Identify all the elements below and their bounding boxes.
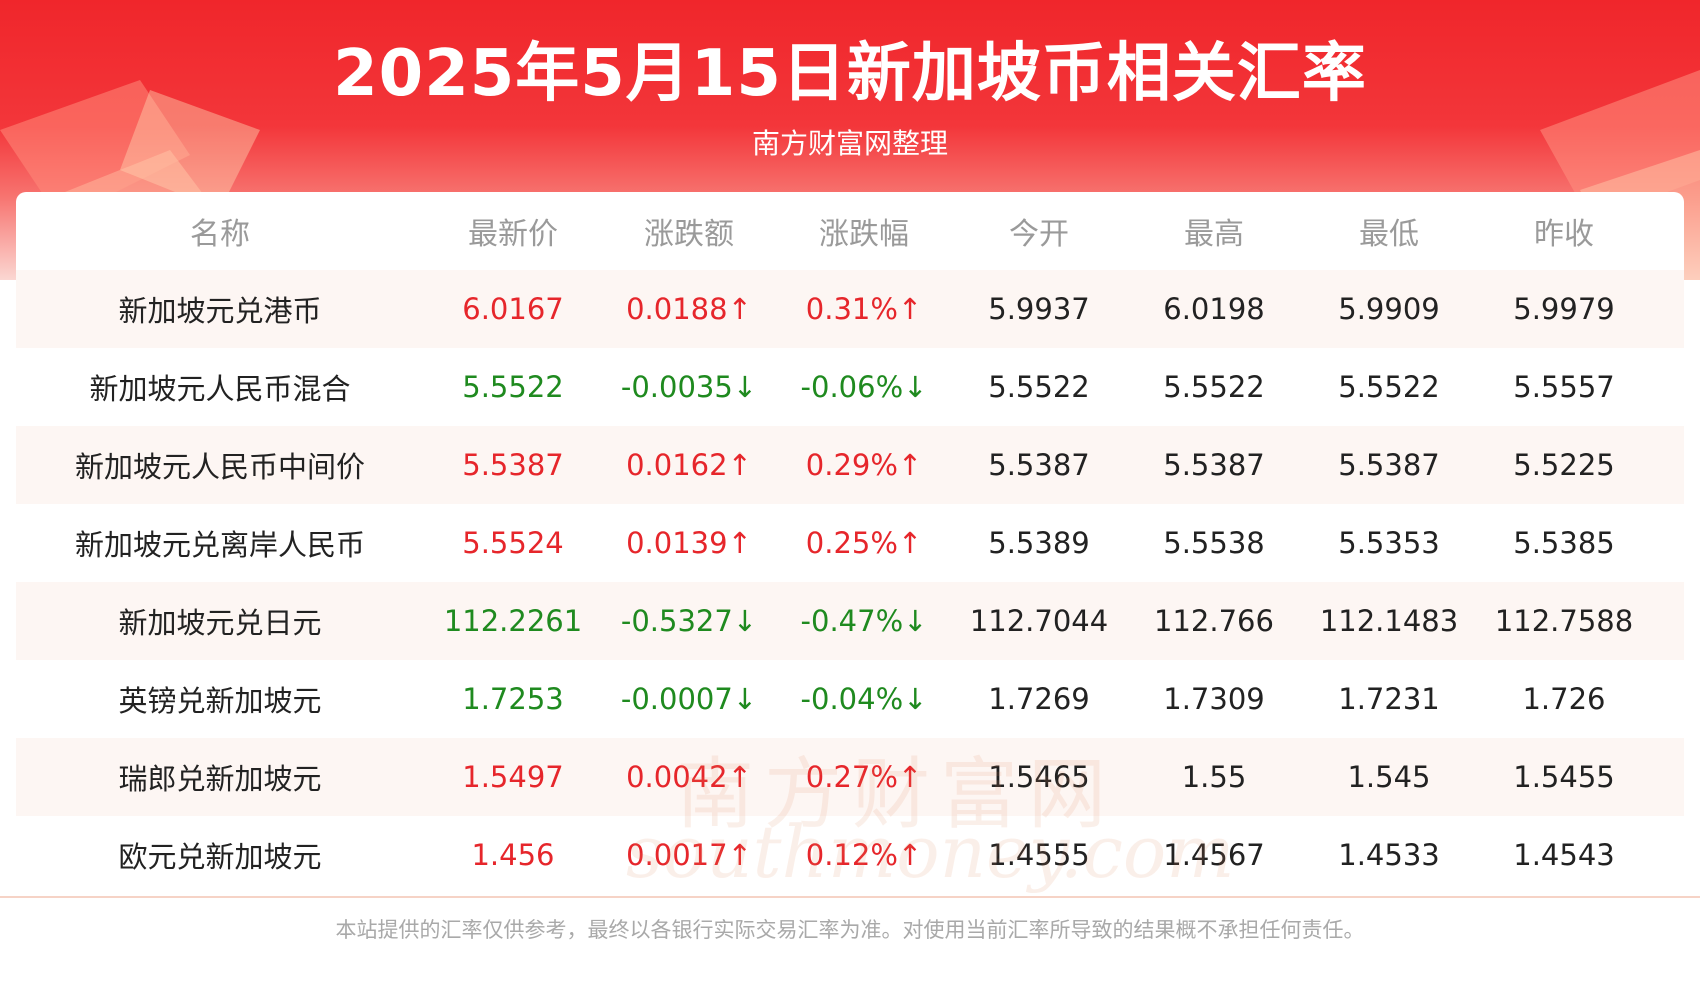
currency-pair-name: 英镑兑新加坡元 bbox=[118, 684, 322, 718]
open-price: 5.5522 bbox=[988, 370, 1090, 404]
column-header-open: 今开 bbox=[1009, 217, 1069, 252]
column-header-high: 最高 bbox=[1184, 217, 1244, 252]
change-amount: 0.0162↑ bbox=[626, 448, 752, 482]
previous-close: 1.5455 bbox=[1513, 760, 1615, 794]
change-percent: 0.12%↑ bbox=[805, 838, 923, 872]
low-price: 1.545 bbox=[1347, 760, 1431, 794]
last-price: 1.5497 bbox=[462, 760, 564, 794]
previous-close: 5.5225 bbox=[1513, 448, 1615, 482]
currency-pair-name: 新加坡元人民币混合 bbox=[89, 372, 351, 406]
open-price: 1.7269 bbox=[988, 682, 1090, 716]
high-price: 5.5522 bbox=[1163, 370, 1265, 404]
change-amount: 0.0188↑ bbox=[626, 292, 752, 326]
change-percent: -0.06%↓ bbox=[800, 370, 928, 404]
table-row: 新加坡元人民币中间价 5.5387 0.0162↑ 0.29%↑ 5.5387 … bbox=[16, 426, 1684, 504]
change-amount: -0.0007↓ bbox=[620, 682, 758, 716]
previous-close: 5.5385 bbox=[1513, 526, 1615, 560]
change-amount: -0.5327↓ bbox=[620, 604, 758, 638]
previous-close: 1.726 bbox=[1522, 682, 1606, 716]
change-percent: -0.04%↓ bbox=[800, 682, 928, 716]
last-price: 5.5387 bbox=[462, 448, 564, 482]
currency-pair-name: 新加坡元兑离岸人民币 bbox=[74, 528, 365, 562]
page-subtitle: 南方财富网整理 bbox=[751, 127, 948, 160]
table-row: 新加坡元人民币混合 5.5522 -0.0035↓ -0.06%↓ 5.5522… bbox=[16, 348, 1684, 426]
column-header-prev: 昨收 bbox=[1534, 217, 1594, 252]
table-row: 英镑兑新加坡元 1.7253 -0.0007↓ -0.04%↓ 1.7269 1… bbox=[16, 660, 1684, 738]
open-price: 5.9937 bbox=[988, 292, 1090, 326]
change-amount: 0.0139↑ bbox=[626, 526, 752, 560]
open-price: 112.7044 bbox=[969, 604, 1109, 638]
last-price: 6.0167 bbox=[462, 292, 564, 326]
table-row: 新加坡元兑港币 6.0167 0.0188↑ 0.31%↑ 5.9937 6.0… bbox=[16, 270, 1684, 348]
last-price: 5.5522 bbox=[462, 370, 564, 404]
page-title: 2025年5月15日新加坡币相关汇率 bbox=[333, 37, 1367, 111]
high-price: 112.766 bbox=[1154, 604, 1274, 638]
table-row: 瑞郎兑新加坡元 1.5497 0.0042↑ 0.27%↑ 1.5465 1.5… bbox=[16, 738, 1684, 816]
column-header-pct: 涨跌幅 bbox=[819, 217, 909, 252]
previous-close: 5.9979 bbox=[1513, 292, 1615, 326]
open-price: 5.5389 bbox=[988, 526, 1090, 560]
high-price: 1.55 bbox=[1181, 760, 1247, 794]
currency-pair-name: 新加坡元人民币中间价 bbox=[74, 450, 365, 484]
low-price: 5.5353 bbox=[1338, 526, 1440, 560]
low-price: 1.7231 bbox=[1338, 682, 1440, 716]
change-percent: 0.31%↑ bbox=[805, 292, 923, 326]
low-price: 112.1483 bbox=[1319, 604, 1459, 638]
currency-pair-name: 新加坡元兑日元 bbox=[118, 606, 322, 640]
change-percent: 0.27%↑ bbox=[805, 760, 923, 794]
previous-close: 5.5557 bbox=[1513, 370, 1615, 404]
low-price: 5.5387 bbox=[1338, 448, 1440, 482]
footer-divider bbox=[0, 896, 1700, 898]
last-price: 5.5524 bbox=[462, 526, 564, 560]
low-price: 1.4533 bbox=[1338, 838, 1440, 872]
last-price: 1.456 bbox=[471, 838, 555, 872]
low-price: 5.5522 bbox=[1338, 370, 1440, 404]
open-price: 1.4555 bbox=[988, 838, 1090, 872]
table-header-row: 名称 最新价 涨跌额 涨跌幅 今开 最高 最低 昨收 bbox=[16, 192, 1684, 270]
last-price: 1.7253 bbox=[462, 682, 564, 716]
column-header-last: 最新价 bbox=[468, 217, 558, 252]
column-header-change: 涨跌额 bbox=[644, 217, 734, 252]
change-percent: 0.25%↑ bbox=[805, 526, 923, 560]
previous-close: 1.4543 bbox=[1513, 838, 1615, 872]
currency-pair-name: 欧元兑新加坡元 bbox=[118, 840, 322, 874]
column-header-name: 名称 bbox=[190, 217, 250, 252]
currency-pair-name: 瑞郎兑新加坡元 bbox=[118, 762, 322, 796]
table-row: 新加坡元兑离岸人民币 5.5524 0.0139↑ 0.25%↑ 5.5389 … bbox=[16, 504, 1684, 582]
last-price: 112.2261 bbox=[443, 604, 583, 638]
currency-pair-name: 新加坡元兑港币 bbox=[118, 294, 322, 328]
change-amount: 0.0042↑ bbox=[626, 760, 752, 794]
table-row: 欧元兑新加坡元 1.456 0.0017↑ 0.12%↑ 1.4555 1.45… bbox=[16, 816, 1684, 894]
high-price: 6.0198 bbox=[1163, 292, 1265, 326]
rates-table: 名称 最新价 涨跌额 涨跌幅 今开 最高 最低 昨收 新加坡元兑港币 6.016… bbox=[16, 192, 1684, 894]
change-percent: -0.47%↓ bbox=[800, 604, 928, 638]
change-amount: -0.0035↓ bbox=[620, 370, 758, 404]
rates-card: 名称 最新价 涨跌额 涨跌幅 今开 最高 最低 昨收 新加坡元兑港币 6.016… bbox=[16, 192, 1684, 900]
open-price: 5.5387 bbox=[988, 448, 1090, 482]
column-header-low: 最低 bbox=[1359, 217, 1419, 252]
change-percent: 0.29%↑ bbox=[805, 448, 923, 482]
table-row: 新加坡元兑日元 112.2261 -0.5327↓ -0.47%↓ 112.70… bbox=[16, 582, 1684, 660]
open-price: 1.5465 bbox=[988, 760, 1090, 794]
high-price: 1.7309 bbox=[1163, 682, 1265, 716]
previous-close: 112.7588 bbox=[1494, 604, 1634, 638]
low-price: 5.9909 bbox=[1338, 292, 1440, 326]
high-price: 5.5538 bbox=[1163, 526, 1265, 560]
disclaimer-note: 本站提供的汇率仅供参考，最终以各银行实际交易汇率为准。对使用当前汇率所导致的结果… bbox=[335, 918, 1365, 942]
high-price: 1.4567 bbox=[1163, 838, 1265, 872]
change-amount: 0.0017↑ bbox=[626, 838, 752, 872]
high-price: 5.5387 bbox=[1163, 448, 1265, 482]
